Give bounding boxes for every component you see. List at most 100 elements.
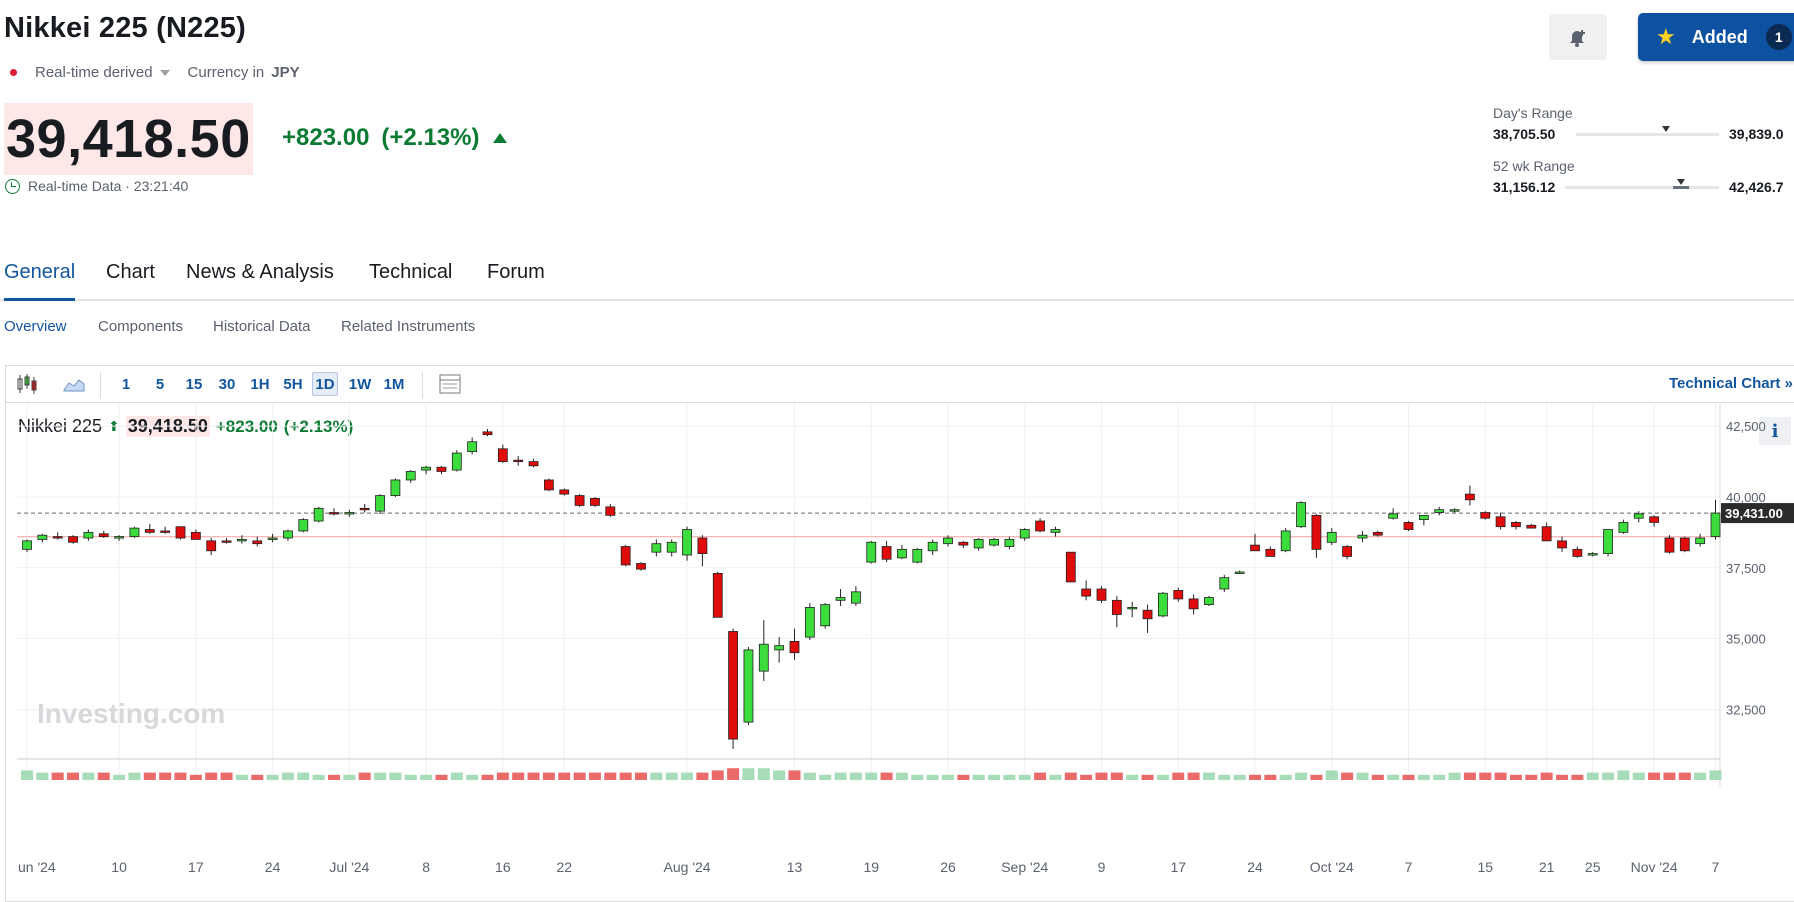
candle-body <box>482 431 493 436</box>
technical-chart-link[interactable]: Technical Chart » <box>1669 375 1793 392</box>
tab-chart[interactable]: Chart <box>106 261 155 283</box>
candle-body <box>973 539 984 549</box>
tab-general[interactable]: General <box>4 261 76 301</box>
candle-body <box>1142 609 1153 620</box>
candle-body <box>590 497 600 506</box>
candle-body <box>1326 531 1337 543</box>
subtab-historical-data[interactable]: Historical Data <box>213 318 311 335</box>
interval-1w[interactable]: 1W <box>348 375 372 393</box>
interval-15[interactable]: 15 <box>185 375 203 393</box>
interval-1d[interactable]: 1D <box>312 372 338 396</box>
candlestick-chart[interactable]: Investing.com 42,500 40,000 37,500 35,000 32,… <box>6 366 1794 901</box>
volume-bar <box>942 774 954 780</box>
volume-bar <box>803 772 816 780</box>
week52-range-low: 31,156.12 <box>1493 179 1556 195</box>
quote-source-line: Real-time derived Currency in JPY <box>4 64 300 81</box>
interval-5h[interactable]: 5H <box>283 375 303 393</box>
volume-bar <box>696 772 709 780</box>
candle-body <box>1050 529 1061 533</box>
candle-body <box>1465 493 1475 501</box>
volume-bar <box>1156 774 1169 780</box>
candle-body <box>1234 571 1245 574</box>
candle-body <box>513 459 524 463</box>
candle-body <box>758 643 769 672</box>
volume-bar <box>681 772 694 780</box>
volume-bar <box>527 772 540 780</box>
subtab-overview[interactable]: Overview <box>4 318 67 335</box>
volume-bar <box>619 772 632 780</box>
source-label[interactable]: Real-time derived <box>35 64 153 81</box>
x-tick-label: Aug '24 <box>664 859 711 875</box>
candle-body <box>636 563 646 570</box>
candle-body <box>1541 526 1552 542</box>
chevron-down-icon[interactable] <box>159 69 170 76</box>
candle-body <box>712 573 723 618</box>
tab-technical[interactable]: Technical <box>369 261 453 283</box>
candle-body <box>1526 524 1537 529</box>
candle-body <box>1664 537 1675 553</box>
candle-body <box>743 649 754 723</box>
volume-bar <box>1494 772 1507 780</box>
volume-bar <box>1172 772 1185 780</box>
realtime-label: Real-time Data · 23:21:40 <box>28 178 189 194</box>
x-tick-label: Nov '24 <box>1631 859 1678 875</box>
days-range-bar <box>1576 133 1719 136</box>
volume-bar <box>358 772 371 780</box>
interval-1m[interactable]: 1M <box>383 375 405 393</box>
added-label: Added <box>1691 26 1748 47</box>
candle-body <box>1173 590 1184 600</box>
candle-body <box>835 597 846 601</box>
candle-body <box>1679 537 1690 552</box>
volume-bar <box>911 774 924 780</box>
candlestick-type-button[interactable] <box>14 372 40 396</box>
x-tick-label: 26 <box>940 859 956 875</box>
volume-bar <box>420 774 433 780</box>
info-icon[interactable]: i <box>1759 417 1791 445</box>
candle-body <box>1403 522 1414 530</box>
volume-bar <box>1018 774 1031 780</box>
volume-bar <box>957 774 970 780</box>
x-tick-label: 22 <box>556 859 572 875</box>
area-type-button[interactable] <box>62 372 86 396</box>
volume-bar <box>1003 774 1016 780</box>
candle-body <box>1004 539 1015 547</box>
interval-30[interactable]: 30 <box>218 375 236 393</box>
toolbar-divider <box>100 372 101 398</box>
candle-body <box>1710 512 1721 538</box>
subtab-components[interactable]: Components <box>98 318 184 335</box>
interval-5[interactable]: 5 <box>155 375 165 393</box>
watchlist-added-button[interactable]: ★ Added 1 <box>1638 13 1794 61</box>
candle-body <box>390 479 401 496</box>
week52-range-high: 42,426.7 <box>1729 179 1784 195</box>
candle-body <box>236 539 247 542</box>
volume-bar <box>235 774 248 780</box>
candle-body <box>52 536 63 539</box>
volume-bar <box>1218 774 1231 780</box>
volume-bar <box>1095 772 1108 780</box>
candle-body <box>175 526 186 539</box>
candle-body <box>1019 529 1030 539</box>
table-view-button[interactable] <box>438 372 462 396</box>
interval-1[interactable]: 1 <box>121 375 131 393</box>
week52-range-marker <box>1677 179 1685 185</box>
tab-news-analysis[interactable]: News & Analysis <box>186 261 334 283</box>
volume-bar <box>1202 772 1215 780</box>
volume-bar <box>251 774 264 780</box>
candle-body <box>1388 513 1399 519</box>
main-tabs: General Chart News & Analysis Technical … <box>0 253 1794 301</box>
subtab-related-instruments[interactable]: Related Instruments <box>341 318 476 335</box>
volume-bar <box>466 774 479 780</box>
tab-forum[interactable]: Forum <box>487 261 545 283</box>
add-alert-button[interactable] <box>1549 14 1607 60</box>
volume-bar <box>143 772 156 780</box>
volume-bar <box>1049 774 1062 780</box>
volume-bar <box>926 774 939 780</box>
candle-body <box>1418 514 1429 521</box>
volume-bar <box>1233 774 1246 780</box>
interval-1h[interactable]: 1H <box>250 375 270 393</box>
volume-bar <box>159 772 172 780</box>
volume-bar <box>297 772 310 780</box>
volume-bar <box>650 772 663 780</box>
chart-widget: 1 5 15 30 1H 5H 1D 1W 1M Technical Chart… <box>5 365 1794 902</box>
volume-bar <box>435 774 448 780</box>
